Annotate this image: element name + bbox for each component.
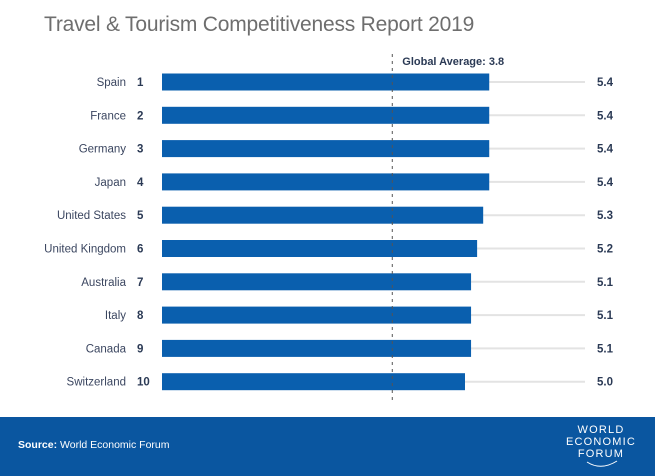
bar — [162, 339, 472, 357]
rank-label: 6 — [137, 244, 143, 256]
footer-bar: Source: World Economic Forum WORLD ECONO… — [0, 417, 655, 476]
bar — [162, 240, 478, 257]
category-label: Spain — [97, 77, 126, 89]
bar — [162, 173, 490, 191]
category-label: United States — [57, 210, 126, 222]
source-text: World Economic Forum — [57, 439, 170, 451]
rank-label: 3 — [137, 144, 143, 156]
category-label: Italy — [105, 310, 126, 322]
rank-label: 8 — [137, 310, 144, 322]
value-label: 5.4 — [597, 144, 614, 156]
category-label: Canada — [86, 343, 127, 355]
rank-label: 1 — [137, 77, 144, 89]
value-label: 5.1 — [597, 310, 614, 322]
rank-label: 10 — [137, 377, 150, 389]
bar — [162, 273, 472, 291]
rank-label: 2 — [137, 110, 143, 122]
value-label: 5.4 — [597, 110, 614, 122]
source-label: Source: — [18, 439, 58, 451]
value-label: 5.3 — [597, 210, 613, 222]
bar — [162, 106, 490, 124]
value-label: 5.2 — [597, 244, 613, 256]
value-label: 5.1 — [597, 277, 614, 289]
category-label: Japan — [95, 177, 126, 189]
bar — [162, 140, 490, 158]
wef-logo: WORLD ECONOMIC FORUM — [565, 421, 637, 473]
logo-swoosh-icon — [586, 460, 618, 467]
value-label: 5.0 — [597, 377, 613, 389]
value-label: 5.4 — [597, 77, 614, 89]
category-label: Switzerland — [67, 377, 126, 389]
global-average-label: Global Average: 3.8 — [402, 56, 504, 68]
rank-label: 4 — [137, 177, 144, 189]
rank-label: 7 — [137, 277, 143, 289]
logo-line-1: WORLD — [578, 424, 625, 436]
chart-title: Travel & Tourism Competitiveness Report … — [44, 13, 475, 36]
rank-label: 5 — [137, 210, 144, 222]
category-label: France — [90, 110, 126, 122]
logo-line-2: ECONOMIC — [566, 436, 636, 448]
value-label: 5.1 — [597, 343, 614, 355]
source-note: Source: World Economic Forum — [18, 439, 170, 451]
rank-label: 9 — [137, 343, 143, 355]
category-label: Germany — [79, 144, 127, 156]
value-label: 5.4 — [597, 177, 614, 189]
logo-line-3: FORUM — [578, 448, 624, 460]
bar — [162, 73, 490, 91]
bar — [162, 206, 484, 224]
category-label: Australia — [81, 277, 126, 289]
bar-chart: Spain 1 5.4 France 2 5.4 Germany 3 5.4 Japan 4 5.4 U… — [44, 54, 614, 402]
bar — [162, 373, 465, 391]
bar — [162, 306, 472, 324]
category-label: United Kingdom — [44, 244, 126, 256]
